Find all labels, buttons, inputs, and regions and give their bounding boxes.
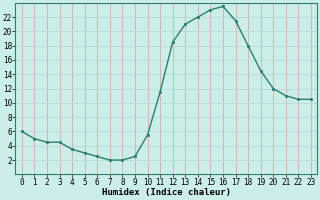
X-axis label: Humidex (Indice chaleur): Humidex (Indice chaleur) [102, 188, 231, 197]
